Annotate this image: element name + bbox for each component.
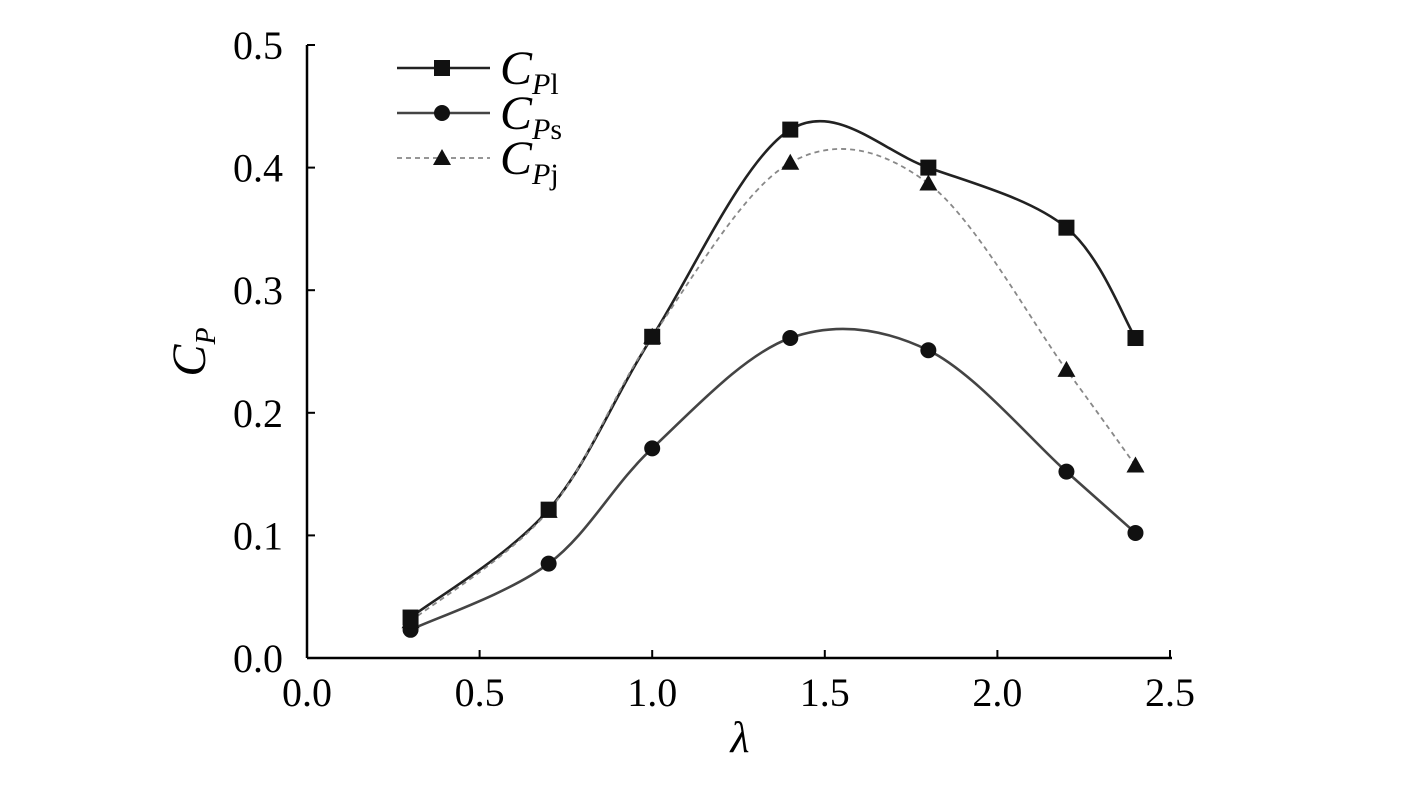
circle-marker: [1058, 463, 1075, 480]
y-axis-label-main: C: [163, 344, 216, 377]
legend-label-main: C: [500, 132, 533, 185]
axis-ticks: 0.0 0.5 1.0 1.5 2.0 2.5 0.0 0.1 0.2 0.3 0.4 0.5: [233, 23, 1195, 715]
circle-marker: [920, 342, 937, 359]
square-marker: [782, 121, 799, 138]
y-tick-label: 0.3: [233, 268, 283, 313]
x-tick-label: 0.0: [282, 670, 332, 715]
x-tick-label: 1.0: [627, 670, 677, 715]
triangle-marker: [1057, 360, 1076, 377]
x-tick-label: 2.5: [1145, 670, 1195, 715]
triangle-marker: [1126, 456, 1145, 473]
series-line-c-pl: [409, 119, 1137, 619]
square-marker: [434, 60, 450, 76]
triangle-marker: [643, 327, 662, 344]
circle-marker: [644, 440, 661, 457]
x-tick-label: 2.0: [972, 670, 1022, 715]
circle-marker: [540, 555, 557, 572]
legend-label-sub: s: [550, 113, 562, 146]
legend-label-sub-italic: P: [531, 158, 550, 191]
legend-entry: CPj: [397, 132, 559, 191]
triangle-marker: [401, 612, 420, 629]
x-axis-label: λ: [728, 713, 749, 762]
square-marker: [1058, 219, 1075, 236]
circle-marker: [434, 105, 450, 121]
triangle-marker: [433, 149, 451, 165]
series-markers: [401, 121, 1145, 638]
legend-label-main: C: [500, 42, 533, 95]
y-axis-label-sub: P: [191, 327, 222, 345]
legend-label-sub-italic: P: [531, 68, 550, 101]
legend-entry: CPs: [397, 87, 562, 146]
circle-marker: [1127, 524, 1144, 541]
y-tick-label: 0.4: [233, 146, 283, 191]
x-tick-label: 1.5: [800, 670, 850, 715]
legend-label: CPs: [500, 87, 562, 146]
series-line-c-ps: [409, 327, 1137, 631]
y-tick-label: 0.2: [233, 391, 283, 436]
triangle-marker: [781, 153, 800, 170]
legend-label-sub: j: [549, 158, 558, 191]
y-tick-label: 0.1: [233, 513, 283, 558]
square-marker: [920, 159, 937, 176]
triangle-marker: [539, 501, 558, 518]
y-axis-label: CP: [163, 327, 222, 376]
legend-label: CPj: [500, 132, 559, 191]
svg-text:CP: CP: [163, 327, 222, 376]
series-curves: [409, 119, 1137, 631]
legend-label-main: C: [500, 87, 533, 140]
y-tick-label: 0.5: [233, 23, 283, 68]
legend-label-sub: l: [550, 68, 558, 101]
triangle-marker: [919, 174, 938, 191]
legend-entry: CPl: [397, 42, 559, 101]
series-line-c-pj: [409, 148, 1137, 622]
y-tick-label: 0.0: [233, 636, 283, 681]
circle-marker: [782, 330, 799, 347]
x-tick-label: 0.5: [455, 670, 505, 715]
legend-label: CPl: [500, 42, 559, 101]
legend-label-sub-italic: P: [531, 113, 550, 146]
square-marker: [1127, 330, 1144, 347]
